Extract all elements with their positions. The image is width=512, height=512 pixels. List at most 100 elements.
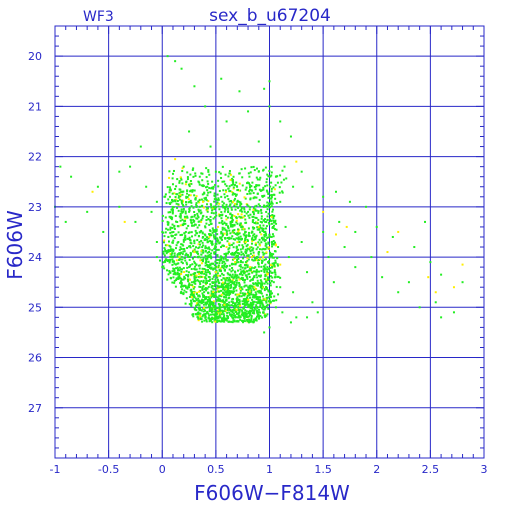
cloud-point [247, 286, 250, 289]
cloud-point [236, 255, 239, 258]
cloud-point [209, 309, 212, 312]
scatter-points [54, 55, 464, 334]
y-tick-label: 24 [28, 251, 42, 264]
cloud-point [243, 304, 246, 307]
cloud-point [228, 307, 231, 310]
cloud-point [185, 203, 188, 206]
cloud-point [179, 224, 182, 227]
cloud-point [227, 175, 230, 178]
cloud-point [171, 241, 174, 244]
cloud-point [256, 276, 259, 279]
cloud-point [219, 267, 222, 270]
cloud-point [240, 271, 243, 274]
cloud-point [226, 276, 229, 279]
cloud-point [276, 275, 279, 278]
cloud-point [215, 317, 218, 320]
cloud-point [195, 276, 198, 279]
cloud-point [196, 316, 199, 319]
axis-ticks [54, 25, 485, 459]
cloud-point [252, 192, 255, 195]
cloud-point [202, 310, 205, 313]
cloud-point [232, 182, 235, 185]
cloud-point [269, 251, 272, 254]
cloud-point [224, 278, 227, 281]
cloud-point [257, 265, 260, 268]
x-tick-label: 0.5 [207, 463, 225, 476]
cloud-point [208, 306, 211, 309]
cloud-point [243, 270, 246, 273]
cloud-point [225, 190, 228, 193]
cloud-point [235, 281, 238, 284]
cloud-point [208, 267, 211, 270]
cloud-point [255, 319, 258, 322]
cloud-point [196, 212, 199, 215]
cloud-point [192, 285, 195, 288]
cloud-point [246, 257, 249, 260]
data-point [263, 87, 266, 90]
cloud-point [231, 235, 234, 238]
data-point [118, 170, 121, 173]
cloud-point [214, 250, 217, 253]
cloud-point [273, 224, 276, 227]
cloud-point [260, 233, 263, 236]
cloud-point [212, 212, 215, 215]
data-point [244, 261, 247, 264]
cloud-point [253, 300, 256, 303]
cloud-point [169, 217, 172, 220]
cloud-point [250, 289, 253, 292]
cloud-point [214, 206, 217, 209]
cloud-point [189, 182, 192, 185]
cloud-point [267, 196, 270, 199]
cloud-point [209, 318, 212, 321]
cloud-point [181, 170, 184, 173]
cloud-point [235, 221, 238, 224]
cloud-point [233, 184, 236, 187]
cloud-point [251, 285, 254, 288]
cloud-point [220, 278, 223, 281]
cloud-point [202, 206, 205, 209]
cloud-point [173, 227, 176, 230]
cloud-point [251, 298, 254, 301]
cloud-point [270, 181, 273, 184]
cloud-point [219, 300, 222, 303]
cloud-point [202, 244, 205, 247]
cloud-point [204, 277, 207, 280]
data-point [311, 185, 314, 188]
cloud-point [188, 238, 191, 241]
plot-frame [54, 25, 485, 459]
cloud-point [190, 293, 193, 296]
data-point [166, 55, 169, 58]
cloud-point [247, 300, 250, 303]
cloud-point [173, 281, 176, 284]
cloud-point [249, 287, 252, 290]
cloud-point [246, 203, 249, 206]
cloud-point [257, 311, 260, 314]
cloud-point [241, 292, 244, 295]
cloud-point [252, 213, 255, 216]
cloud-point [208, 173, 211, 176]
cloud-point [183, 256, 186, 259]
cloud-point [167, 240, 170, 243]
cloud-point [263, 298, 266, 301]
cloud-point [195, 246, 198, 249]
cloud-point [251, 181, 254, 184]
cloud-point [215, 280, 218, 283]
cloud-point [257, 300, 260, 303]
cloud-point [272, 242, 275, 245]
cloud-point [200, 275, 203, 278]
data-point [268, 105, 271, 108]
data-point [440, 316, 443, 319]
cloud-point [267, 242, 270, 245]
cloud-point [226, 289, 229, 292]
cloud-point [225, 294, 228, 297]
data-point [397, 291, 400, 294]
cloud-point [205, 271, 208, 274]
cloud-point [272, 235, 275, 238]
cloud-point [197, 200, 200, 203]
cloud-point [215, 295, 218, 298]
cloud-point [201, 298, 204, 301]
cloud-point [213, 252, 216, 255]
cloud-point [206, 298, 209, 301]
cloud-point [228, 244, 231, 247]
cloud-point [264, 263, 267, 266]
